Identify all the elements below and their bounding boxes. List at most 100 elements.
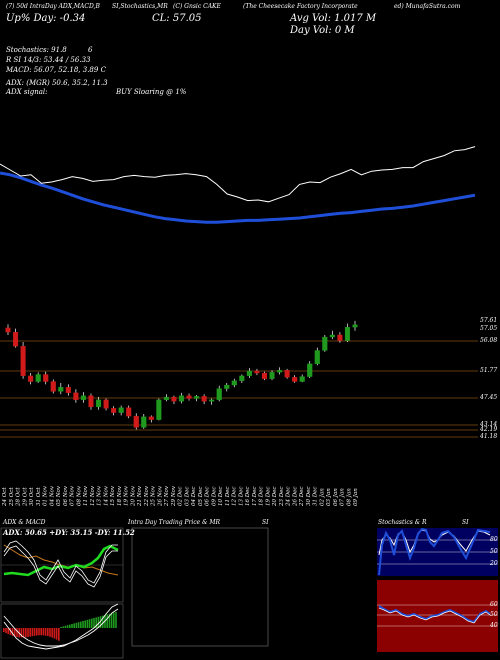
date-tick-label: 19 Dec [265, 487, 271, 507]
date-tick-label: 03 Dec [184, 487, 190, 507]
candle-body [126, 407, 132, 417]
candle-body [261, 372, 268, 379]
date-tick-label: 14 Nov [103, 485, 109, 506]
date-tick-label: 27 Dec [299, 487, 305, 508]
date-tick-label: 08 Jan [346, 488, 352, 506]
candle-body [133, 415, 139, 428]
candle-body [269, 372, 275, 379]
candle-body [5, 327, 11, 333]
date-tick-label: 29 Nov [171, 485, 177, 507]
candle-body [201, 396, 207, 402]
date-tick-label: 16 Dec [245, 487, 251, 507]
date-tick-label: 31 Dec [313, 487, 319, 507]
macd-histogram-bar [86, 619, 89, 628]
date-tick-label: 11 Dec [225, 487, 231, 507]
candle-body [178, 395, 185, 402]
date-tick-label: 20 Nov [130, 485, 136, 507]
date-tick-label: 05 Nov [56, 485, 62, 506]
macd-histogram-bar [49, 628, 51, 637]
header-line1-left: (7) 50d IntraDay ADX,MACD,B [6, 3, 100, 10]
candle-body [224, 384, 230, 389]
candle-body [314, 350, 320, 365]
macd-histogram-bar [93, 618, 95, 628]
price-level-label: 57.05 [480, 325, 498, 332]
date-tick-label: 02 Dec [178, 487, 184, 507]
macd-histogram-bar [75, 622, 78, 628]
macd-histogram-bar [31, 628, 34, 637]
indicator-stochastics-b: 6 [88, 46, 93, 54]
main-chart: 24 Oct 25 Oct 28 Oct 29 Oct 30 Oct 31 Oct 01 N… [0, 146, 478, 508]
macd-histogram-bar [97, 616, 100, 628]
header-up-day: Up% Day: -0.34 [6, 13, 86, 24]
candle-body [307, 363, 313, 377]
date-tick-label: 29 Oct [22, 487, 28, 507]
date-tick-label: 31 Oct [36, 487, 42, 506]
candle-body [163, 396, 169, 401]
macd-histogram-bar [9, 628, 12, 636]
rsi-level-50-label: 50 [490, 611, 498, 618]
macd-histogram-bar [80, 621, 82, 628]
macd-signal-line [3, 608, 119, 647]
macd-histogram-bar [51, 628, 53, 638]
macd-histogram-bar [77, 622, 80, 628]
stoch-k-line [378, 527, 491, 576]
date-tick-label: 30 Dec [306, 487, 312, 507]
candle-body [194, 396, 200, 399]
date-tick-label: 01 Nov [43, 485, 49, 506]
candle-body [35, 374, 41, 382]
macd-histogram-bar [88, 619, 91, 628]
indicator-adx: ADX: (MGR) 50.6, 35.2, 11.3 [6, 79, 108, 87]
date-tick-label: 28 Oct [16, 487, 22, 507]
price-level-label: 42.19 [480, 426, 498, 433]
date-tick-label: 18 Nov [117, 485, 123, 506]
date-tick-label: 12 Nov [90, 485, 96, 506]
price-level-label: 41.18 [480, 433, 498, 440]
macd-histogram-bar [38, 628, 40, 636]
candle-body [95, 399, 102, 408]
macd-histogram-bar [16, 628, 18, 638]
candle-body [239, 375, 245, 381]
date-tick-label: 17 Dec [252, 487, 258, 507]
macd-histogram-bar [113, 612, 115, 628]
candle-body [141, 416, 147, 428]
candle-body [216, 388, 222, 401]
minus-di-line [3, 540, 118, 584]
macd-histogram-bar [58, 628, 60, 641]
macd-histogram-bar [84, 620, 86, 628]
candle-body [284, 370, 290, 378]
macd-histogram-bar [95, 617, 97, 628]
macd-histogram-bar [33, 628, 36, 636]
intraday-panel-si: SI [262, 519, 269, 526]
candle-body [352, 324, 358, 328]
header-line1-mid2: (C) Gnsic CAKE [173, 3, 221, 10]
header-day-vol: Day Vol: 0 M [290, 25, 355, 36]
date-tick-label: 09 Dec [211, 487, 217, 507]
date-tick-label: 19 Nov [124, 485, 130, 506]
rsi-level-40-label: 40 [490, 622, 498, 629]
candle-body [156, 399, 162, 420]
date-tick-label: 13 Nov [97, 485, 103, 506]
date-tick-label: 04 Nov [49, 485, 55, 506]
price-level-label: 43.14 [480, 421, 498, 428]
candle-body [65, 387, 71, 393]
candle-body [12, 331, 19, 347]
date-tick-label: 04 Dec [191, 487, 197, 507]
date-tick-label: 12 Dec [232, 487, 238, 507]
header-close: CL: 57.05 [152, 13, 202, 24]
date-tick-label: 03 Jan [326, 488, 332, 506]
macd-histogram-bar [99, 616, 102, 628]
price-level-label: 47.45 [480, 394, 498, 401]
candle-body [28, 375, 34, 382]
macd-histogram-bar [29, 628, 31, 637]
header-line1-far: ed) MunafaSutra.com [394, 3, 461, 10]
stoch-level-20-label: 20 [490, 560, 498, 567]
macd-histogram-bar [3, 628, 5, 632]
date-tick-label: 13 Dec [238, 487, 244, 507]
macd-histogram-bar [110, 613, 113, 628]
candle-body [103, 399, 109, 409]
macd-histogram-bar [102, 615, 104, 628]
macd-histogram-bar [106, 614, 108, 628]
indicator-adx-signal: ADX signal: [6, 88, 48, 96]
candle-body [322, 336, 328, 351]
